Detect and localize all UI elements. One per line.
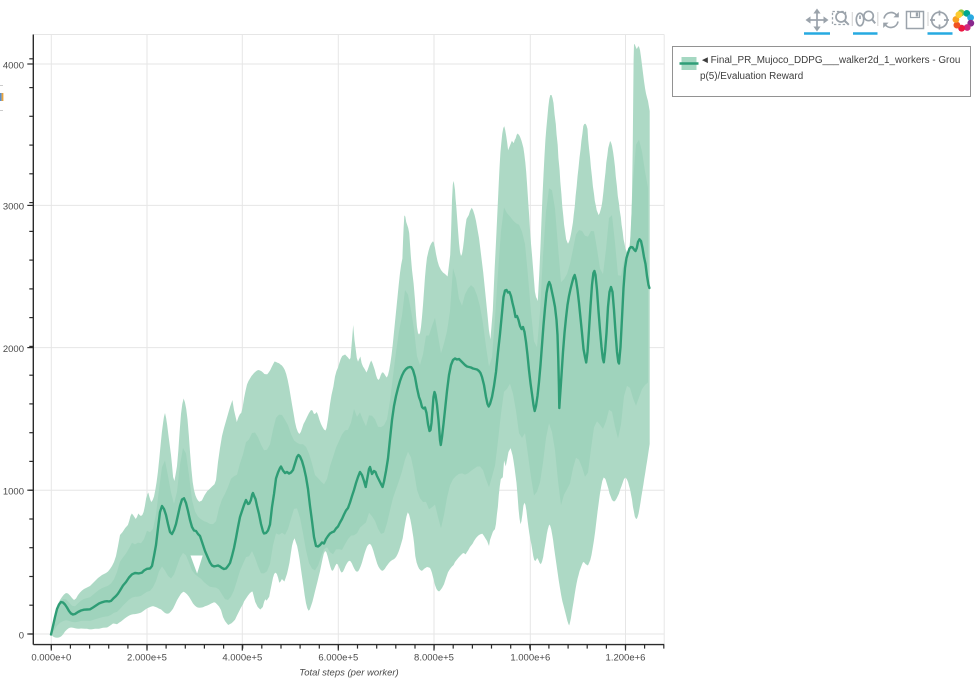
svg-text:6.000e+5: 6.000e+5 (318, 653, 358, 664)
svg-text:4.000e+5: 4.000e+5 (222, 653, 262, 664)
svg-text:1000: 1000 (3, 487, 24, 498)
svg-text:Total steps (per worker): Total steps (per worker) (299, 668, 398, 679)
svg-text:3000: 3000 (3, 202, 24, 213)
svg-text:0.000e+0: 0.000e+0 (31, 653, 71, 664)
svg-text:2.000e+5: 2.000e+5 (127, 653, 167, 664)
svg-text:4000: 4000 (3, 60, 24, 71)
svg-text:1.000e+6: 1.000e+6 (510, 653, 550, 664)
svg-text:8.000e+5: 8.000e+5 (414, 653, 454, 664)
svg-text:1.200e+6: 1.200e+6 (606, 653, 646, 664)
svg-text:2000: 2000 (3, 344, 24, 355)
svg-text:0: 0 (19, 630, 24, 641)
